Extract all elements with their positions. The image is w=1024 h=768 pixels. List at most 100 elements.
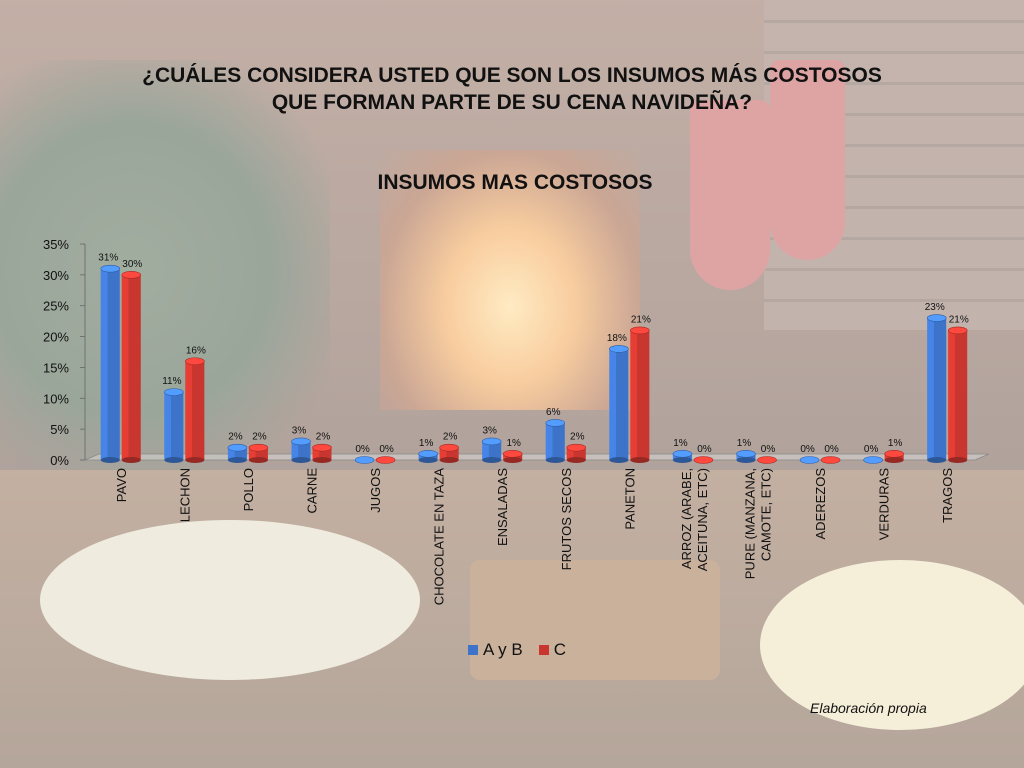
x-tick-label: CHOCOLATE EN TAZA	[432, 468, 447, 606]
slide-title-line1: ¿CUÁLES CONSIDERA USTED QUE SON LOS INSU…	[142, 64, 882, 87]
bar-top	[164, 388, 184, 396]
bar-highlight	[248, 447, 256, 460]
bar-top	[545, 419, 566, 427]
bar-highlight	[185, 361, 193, 460]
bar-base	[439, 457, 459, 463]
bar-highlight	[291, 441, 299, 460]
bar-base	[100, 457, 120, 463]
data-label: 6%	[546, 407, 561, 418]
bar-top	[375, 456, 396, 464]
x-tick-label: ARROZ (ARABE,ACEITUNA, ETC)	[679, 468, 710, 571]
data-label: 1%	[506, 438, 521, 449]
bar-highlight	[672, 453, 680, 460]
bar-highlight	[418, 453, 426, 460]
x-tick-label: CARNE	[305, 468, 320, 514]
x-tick-label: JUGOS	[368, 468, 383, 513]
data-label: 0%	[864, 444, 879, 455]
bar-top	[248, 443, 269, 452]
bar-top	[863, 456, 883, 464]
data-label: 0%	[824, 444, 839, 455]
bar-base	[248, 457, 268, 463]
slide-title-line2: QUE FORMAN PARTE DE SU CENA NAVIDEÑA?	[271, 91, 753, 114]
data-label: 2%	[570, 432, 585, 443]
bar-base	[630, 457, 650, 463]
bar-top	[227, 443, 248, 452]
bar-highlight	[736, 453, 744, 460]
bar-top	[100, 264, 121, 273]
bar-top	[121, 271, 142, 279]
bar-highlight	[545, 422, 553, 460]
data-label: 21%	[631, 314, 651, 325]
bar-base	[884, 457, 904, 463]
bar-base	[609, 457, 629, 463]
bar-base	[927, 457, 947, 463]
bar-highlight	[100, 268, 108, 460]
bar-base	[312, 457, 332, 463]
bar-top	[502, 450, 523, 458]
data-label: 21%	[949, 314, 969, 325]
x-tick-label: ENSALADAS	[495, 468, 510, 546]
bar-highlight	[164, 392, 172, 460]
bar-top	[799, 456, 820, 464]
data-label: 18%	[607, 333, 627, 344]
bar-base	[482, 457, 502, 463]
bar-top	[672, 450, 693, 458]
bar-top	[757, 456, 777, 464]
x-tick-label: FRUTOS SECOS	[559, 468, 574, 571]
data-label: 31%	[98, 253, 118, 264]
data-label: 2%	[316, 432, 331, 443]
bar-top	[481, 437, 502, 446]
bar-highlight	[439, 447, 447, 460]
y-tick-label: 5%	[50, 422, 69, 437]
bar-top	[418, 450, 438, 458]
data-label: 2%	[443, 432, 458, 443]
y-tick-label: 15%	[43, 360, 69, 375]
legend-swatch-ayb	[468, 645, 478, 655]
bar-highlight	[312, 447, 320, 460]
bar-highlight	[121, 274, 129, 460]
x-tick-label: PANETON	[622, 468, 637, 530]
bar-top	[354, 456, 375, 464]
bar-highlight	[482, 441, 489, 460]
bar-top	[630, 326, 650, 335]
bar-base	[948, 457, 968, 463]
y-tick-label: 25%	[43, 299, 69, 314]
x-tick-label: ADEREZOS	[813, 468, 828, 540]
slide-title: ¿CUÁLES CONSIDERA USTED QUE SON LOS INSU…	[0, 62, 1024, 116]
data-label: 1%	[888, 438, 903, 449]
y-tick-label: 35%	[43, 237, 69, 252]
bar-top	[884, 450, 904, 458]
bar-top	[736, 450, 756, 458]
bar-top	[820, 456, 841, 464]
chart-floor	[84, 453, 990, 461]
x-tick-label: TRAGOS	[940, 468, 955, 523]
bar-base	[736, 457, 756, 463]
data-label: 0%	[355, 444, 370, 455]
bar-top	[926, 314, 947, 322]
data-label: 0%	[761, 444, 776, 455]
bar-base	[291, 457, 311, 463]
x-tick-label: PAVO	[114, 468, 129, 502]
bar-base	[566, 457, 586, 463]
data-label: 2%	[228, 432, 243, 443]
y-tick-label: 20%	[43, 330, 69, 345]
data-label: 0%	[379, 444, 394, 455]
data-label: 30%	[122, 259, 142, 270]
y-tick-label: 10%	[43, 391, 69, 406]
bar-top	[291, 437, 311, 446]
data-label: 1%	[737, 438, 752, 449]
legend-swatch-c	[538, 645, 549, 655]
data-label: 3%	[482, 425, 497, 436]
bar-highlight	[566, 447, 574, 460]
data-label: 0%	[697, 444, 712, 455]
x-tick-label: POLLO	[241, 468, 256, 511]
bar-base	[418, 457, 438, 463]
bar-base	[164, 457, 184, 463]
bar-base	[503, 457, 523, 463]
bar-top	[312, 443, 332, 452]
data-label: 1%	[673, 438, 688, 449]
y-tick-label: 30%	[43, 268, 69, 283]
bar-highlight	[927, 318, 934, 460]
bar-top	[439, 443, 459, 452]
